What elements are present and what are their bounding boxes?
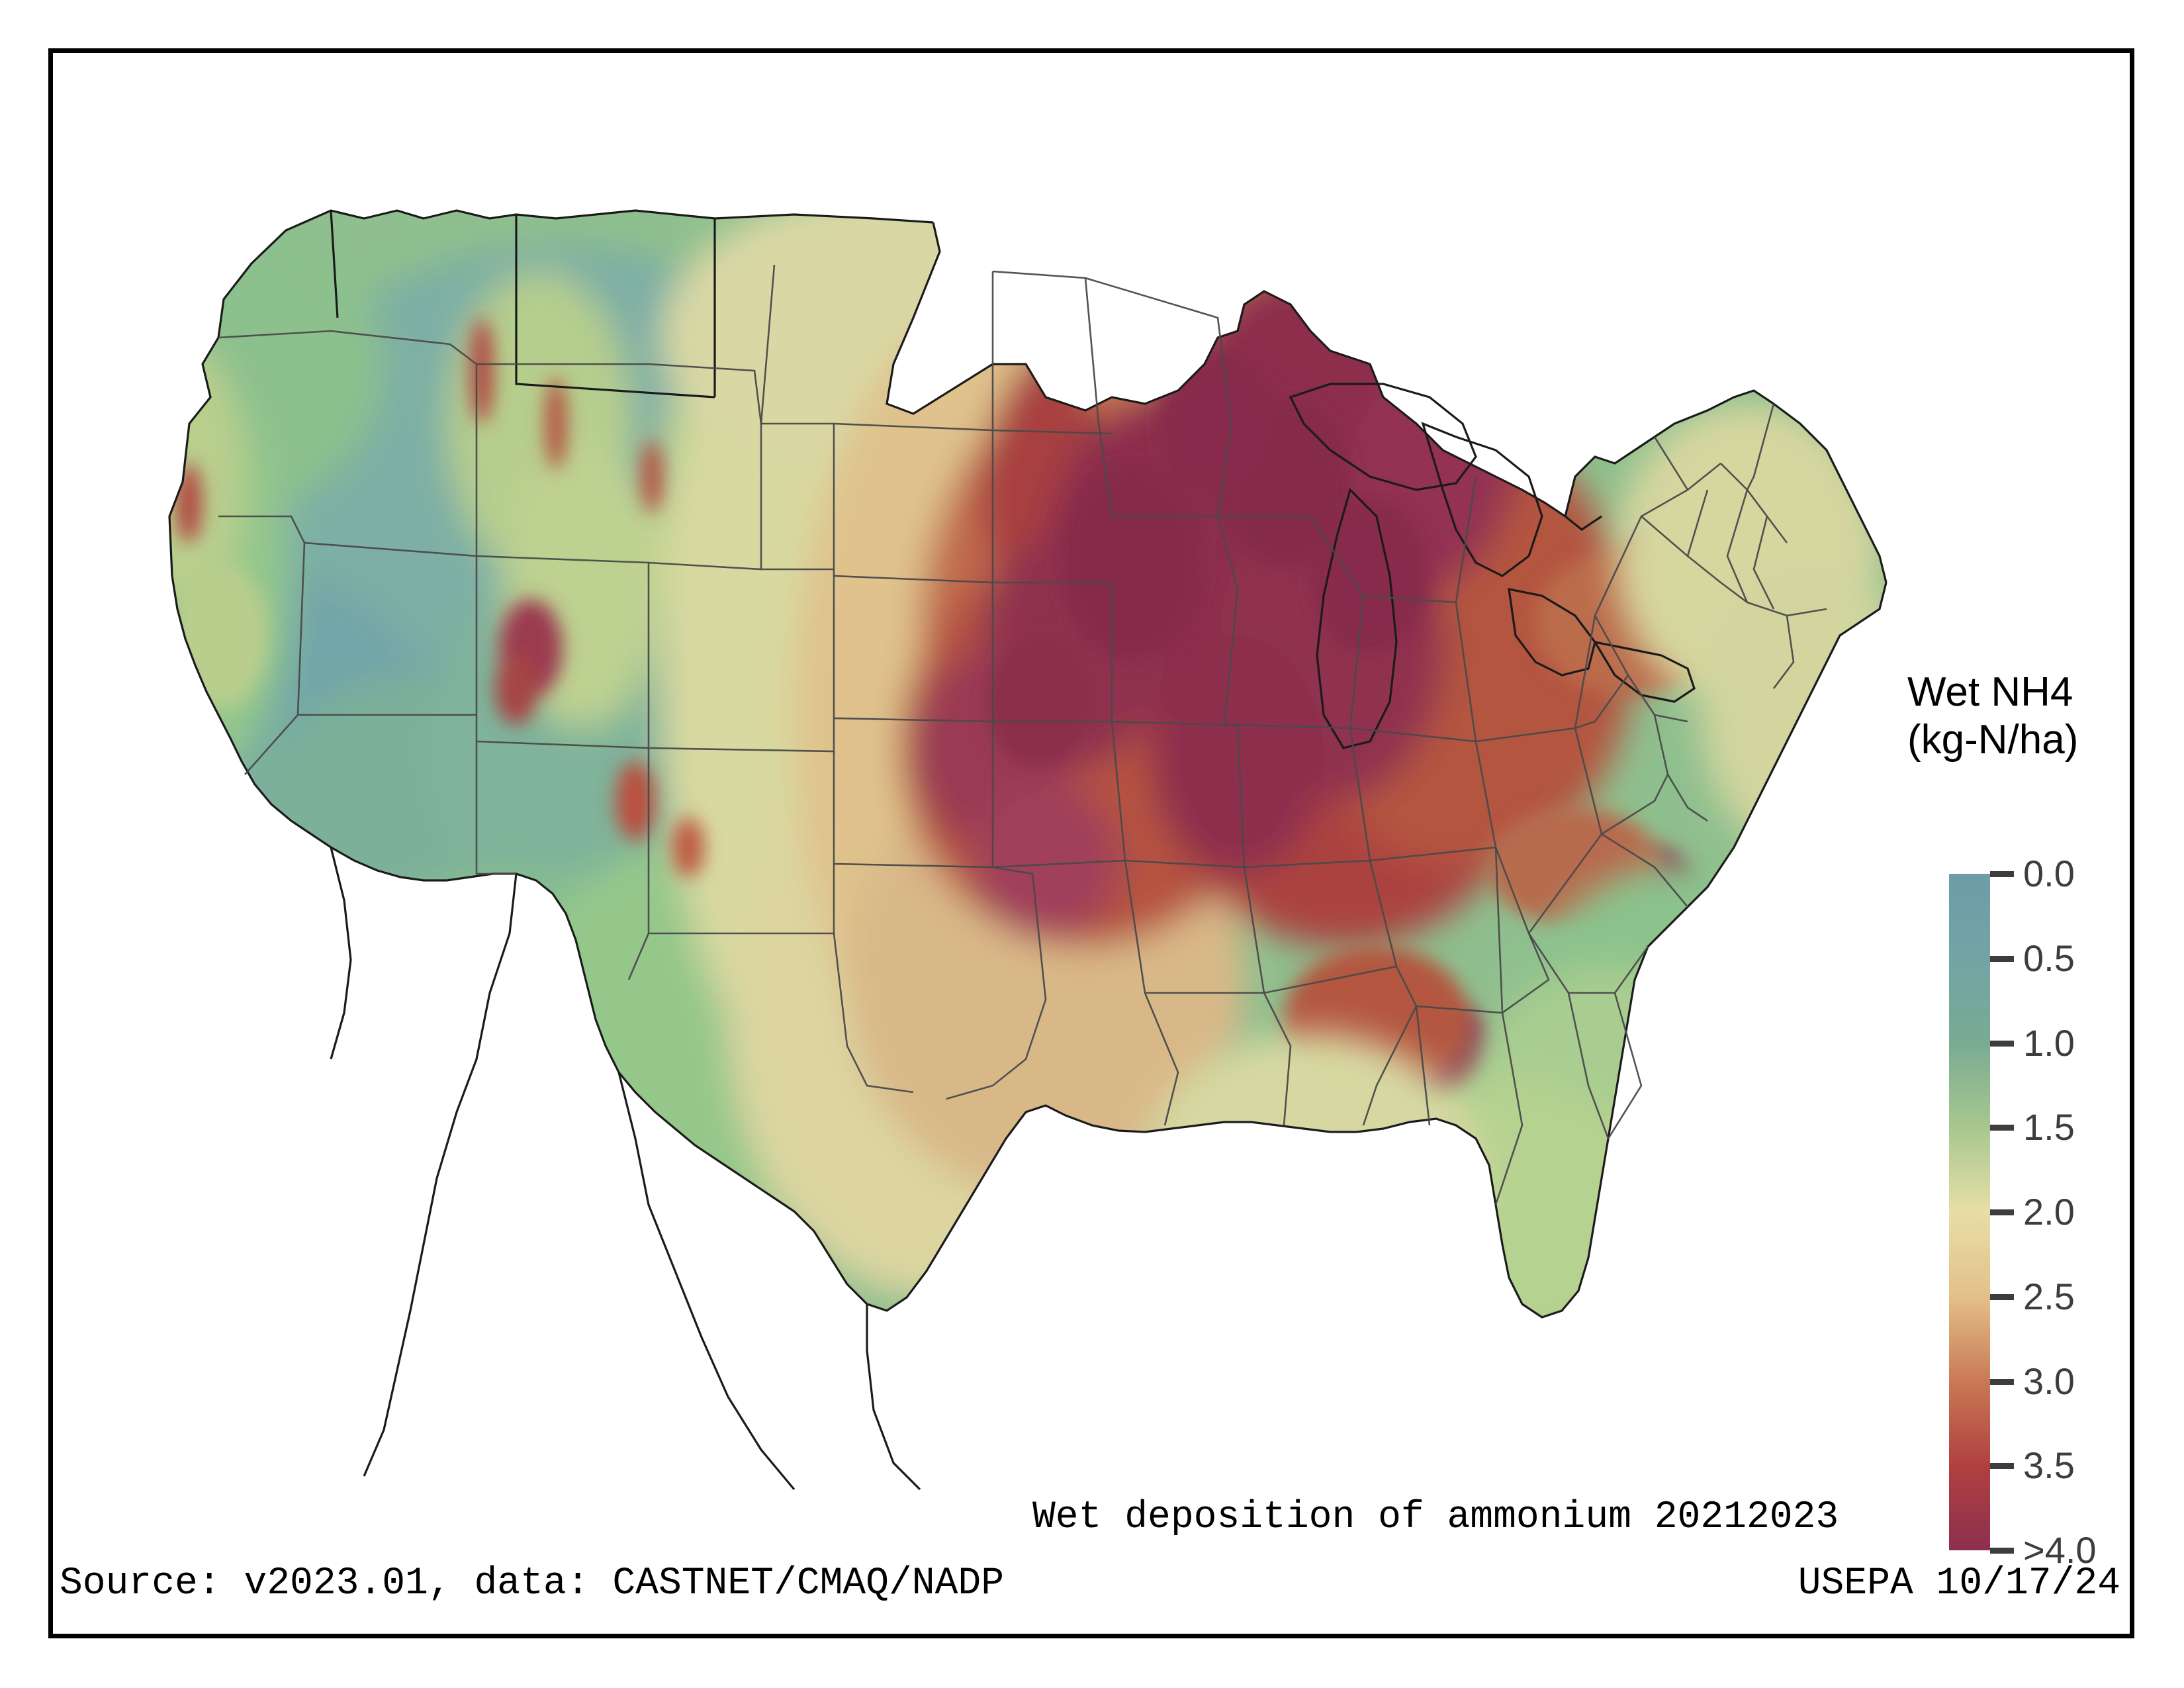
- colorbar-tick-5: [1990, 1293, 2014, 1300]
- map-caption-agency: USEPA 10/17/24: [1797, 1562, 2120, 1605]
- colorbar-tick-6: [1990, 1378, 2014, 1385]
- map-panel: [53, 53, 1906, 1503]
- colorbar-label-4: 2.0: [2023, 1191, 2075, 1233]
- colorbar-tick-8: [1990, 1548, 2014, 1554]
- figure-frame: Wet NH4 (kg-N/ha) 0.0 0.5 1.0 1.5 2.0 2.…: [48, 48, 2134, 1638]
- map-caption-title: Wet deposition of ammonium 20212023: [1032, 1496, 1839, 1539]
- colorbar-label-6: 3.0: [2023, 1360, 2075, 1402]
- colorbar-label-1: 0.5: [2023, 937, 2075, 979]
- colorbar-label-7: 3.5: [2023, 1444, 2075, 1487]
- colorbar-label-2: 1.0: [2023, 1021, 2075, 1064]
- colorbar-tick-7: [1990, 1463, 2014, 1470]
- colorbar-container[interactable]: 0.0 0.5 1.0 1.5 2.0 2.5 3.0 3.5 >4.0: [1949, 855, 2097, 1569]
- colorbar-tick-1: [1990, 955, 2014, 962]
- colorbar-tick-2: [1990, 1040, 2014, 1047]
- colorbar-label-8: >4.0: [2023, 1529, 2097, 1571]
- colorbar-gradient: [1949, 874, 1990, 1550]
- colorbar-tick-0: [1990, 871, 2014, 877]
- state-boundary-layer: [218, 264, 1827, 1205]
- colorbar-legend: Wet NH4 (kg-N/ha) 0.0 0.5 1.0 1.5 2.0 2.…: [1899, 669, 2177, 1609]
- colorbar-label-5: 2.5: [2023, 1275, 2075, 1317]
- colorbar-title: Wet NH4 (kg-N/ha): [1907, 669, 2079, 763]
- map-caption-source: Source: v2023.01, data: CASTNET/CMAQ/NAD…: [60, 1562, 1005, 1605]
- colorbar-label-3: 1.5: [2023, 1106, 2075, 1149]
- colorbar-label-0: 0.0: [2023, 853, 2075, 894]
- colorbar-tick-4: [1990, 1209, 2014, 1215]
- deposition-map: [53, 53, 1906, 1503]
- colorbar-tick-3: [1990, 1125, 2014, 1131]
